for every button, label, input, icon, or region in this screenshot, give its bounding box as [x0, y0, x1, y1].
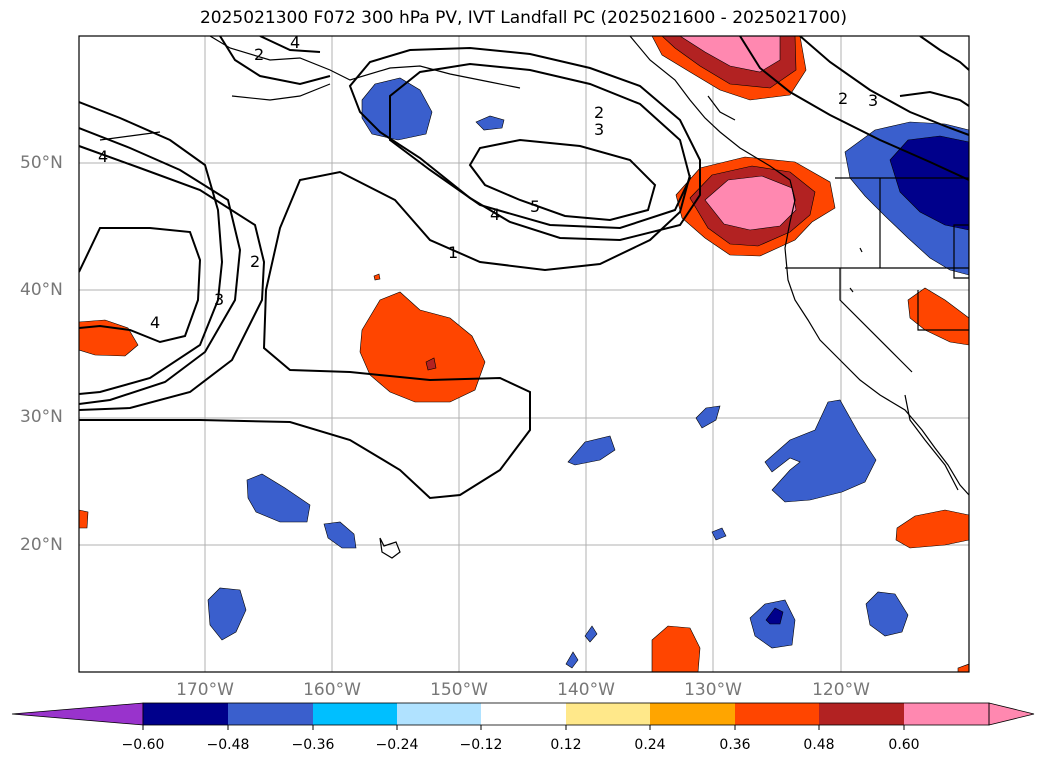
colorbar-segment [397, 703, 481, 725]
contour-label: 3 [594, 120, 604, 139]
lon-label: 170°W [176, 680, 234, 700]
lat-label: 50°N [20, 153, 63, 173]
map-area [79, 36, 969, 672]
lon-label: 160°W [303, 680, 361, 700]
colorbar-segment [650, 703, 735, 725]
lat-label: 40°N [20, 280, 63, 300]
colorbar-segment [313, 703, 397, 725]
map-title: 2025021300 F072 300 hPa PV, IVT Landfall… [199, 8, 847, 28]
negative-ivt-anomalies [207, 77, 969, 669]
contour-label: 4 [290, 33, 300, 52]
colorbar-tick-label: −0.24 [375, 737, 419, 753]
colorbar-segment [481, 703, 566, 725]
contour-label: 5 [530, 197, 540, 216]
contour-label: 2 [250, 252, 260, 271]
coastlines [99, 36, 969, 559]
pv-contours [79, 36, 969, 500]
colorbar-segment [819, 703, 904, 725]
lat-label: 30°N [20, 407, 63, 427]
lon-label: 120°W [812, 680, 870, 700]
colorbar-tick-label: 0.60 [888, 737, 920, 753]
contour-label: 3 [868, 91, 878, 110]
lon-label: 130°W [684, 680, 742, 700]
contour-label: 4 [490, 205, 500, 224]
colorbar [11, 702, 1035, 730]
gridlines [79, 36, 969, 672]
colorbar-segment [228, 703, 313, 725]
contour-label-group: 4 4 2 3 4 2 3 3 2 4 5 1 4 2 3 [98, 33, 878, 332]
lat-label: 20°N [20, 535, 63, 555]
lon-label: 140°W [557, 680, 615, 700]
contour-label: 3 [214, 290, 224, 309]
colorbar-tick-label: 0.12 [550, 737, 582, 753]
colorbar-tick-label: 0.24 [634, 737, 666, 753]
colorbar-segment [904, 703, 989, 725]
positive-ivt-anomalies [79, 36, 969, 672]
colorbar-tick-label: 0.48 [803, 737, 835, 753]
colorbar-tick-label: −0.36 [291, 737, 335, 753]
contour-label: 4 [150, 313, 160, 332]
contour-label: 2 [254, 45, 264, 64]
colorbar-tick-label: −0.48 [206, 737, 250, 753]
lon-label: 150°W [430, 680, 488, 700]
colorbar-extend-max [988, 702, 1035, 726]
contour-label: 2 [594, 103, 604, 122]
colorbar-extend-min [11, 702, 144, 726]
colorbar-tick-label: −0.60 [121, 737, 165, 753]
colorbar-tick-label: 0.36 [719, 737, 751, 753]
contour-label: 2 [838, 89, 848, 108]
colorbar-segment [566, 703, 650, 725]
contour-label: 4 [98, 147, 108, 166]
map-frame [78, 35, 970, 673]
colorbar-segment [143, 703, 228, 725]
contour-label: 1 [448, 243, 458, 262]
colorbar-tick-label: −0.12 [459, 737, 503, 753]
colorbar-segment [735, 703, 819, 725]
